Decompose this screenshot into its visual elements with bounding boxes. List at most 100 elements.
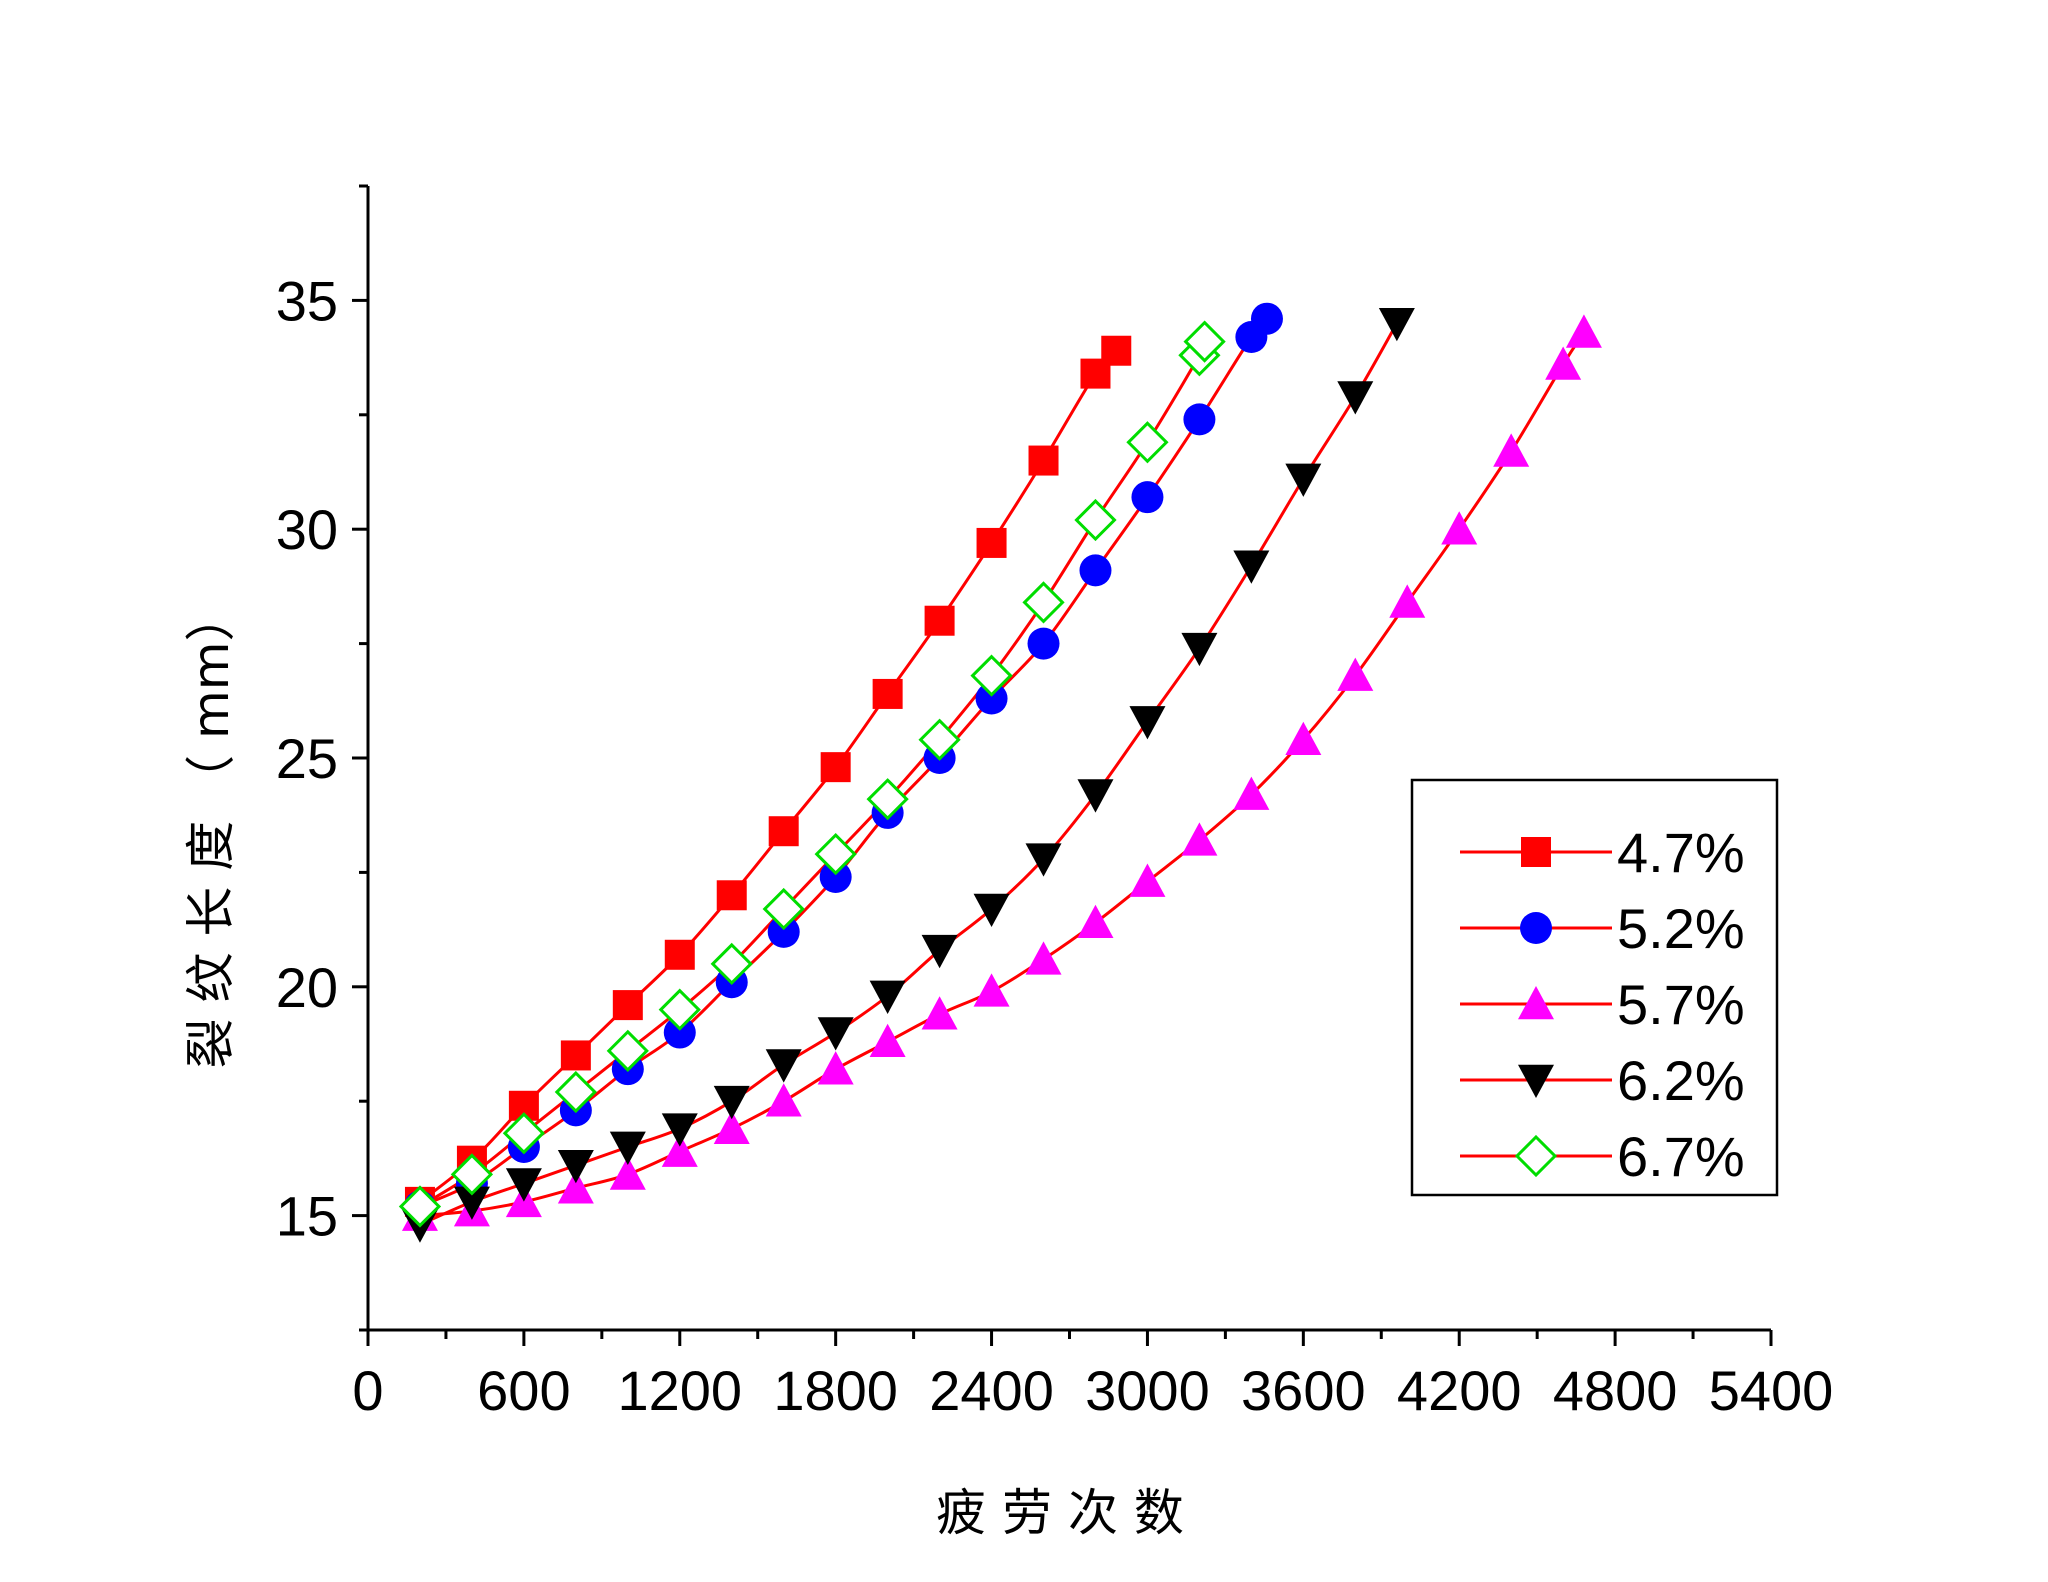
series-4-point-18 xyxy=(1285,463,1322,497)
series-1-point-5 xyxy=(612,990,643,1021)
series-3-point-20 xyxy=(1389,584,1426,618)
x-tick-label-5: 2400 xyxy=(929,1359,1054,1422)
series-3-point-19 xyxy=(1337,657,1374,691)
x-tick-label-1: 0 xyxy=(352,1359,383,1422)
series-5-point-5 xyxy=(606,1029,649,1072)
series-1-point-7 xyxy=(716,880,747,911)
series-5-point-10 xyxy=(866,778,909,821)
legend-label-3: 5.7% xyxy=(1617,973,1745,1036)
legend-marker-4 xyxy=(1518,1064,1554,1098)
y-tick-label-5: 35 xyxy=(276,269,338,332)
series-4-point-14 xyxy=(1077,779,1114,813)
legend-marker-5 xyxy=(1514,1134,1558,1178)
series-3-point-6 xyxy=(661,1133,698,1167)
series-4-point-4 xyxy=(557,1149,594,1184)
legend-label-5: 6.7% xyxy=(1617,1125,1745,1188)
series-1-point-12 xyxy=(976,527,1007,558)
x-tick-label-4: 1800 xyxy=(773,1359,898,1422)
legend-marker-2 xyxy=(1520,912,1552,944)
x-tick-label-3: 1200 xyxy=(617,1359,742,1422)
series-5-point-1 xyxy=(398,1185,442,1228)
plot-markers xyxy=(398,302,1602,1243)
series-4-point-8 xyxy=(765,1049,802,1083)
series-3-point-18 xyxy=(1285,721,1322,755)
series-2-point-12 xyxy=(975,682,1008,715)
x-axis-title: 疲 劳 次 数 xyxy=(936,1484,1184,1542)
series-line-3 xyxy=(419,331,1586,1218)
legend-label-4: 6.2% xyxy=(1617,1049,1745,1112)
legend-marker-1 xyxy=(1521,837,1551,867)
series-4-point-3 xyxy=(505,1168,542,1202)
series-5-point-8 xyxy=(762,887,805,931)
series-5-point-6 xyxy=(658,988,701,1031)
series-2-point-18 xyxy=(1250,302,1283,335)
series-3-point-8 xyxy=(765,1083,802,1117)
x-tick-label-8: 4200 xyxy=(1397,1359,1522,1422)
series-4-point-12 xyxy=(973,893,1010,928)
series-5-point-9 xyxy=(814,832,857,876)
x-tick-label-7: 3600 xyxy=(1241,1359,1366,1422)
series-5-point-12 xyxy=(970,654,1013,697)
y-tick-label-1: 15 xyxy=(276,1185,338,1248)
series-3-point-23 xyxy=(1545,346,1582,380)
legend-label-1: 4.7% xyxy=(1617,821,1745,884)
series-2-point-6 xyxy=(663,1016,696,1049)
series-4-point-13 xyxy=(1025,843,1062,877)
series-5-point-14 xyxy=(1074,498,1117,542)
series-3-point-15 xyxy=(1129,863,1166,897)
axes: 0 600 1200 1800 2400 3000 3600 4200 4800 5400 15 20… xyxy=(276,184,1834,1422)
series-5-point-3 xyxy=(502,1112,546,1155)
series-5-point-17 xyxy=(1183,320,1226,363)
series-3-point-17 xyxy=(1233,776,1270,810)
series-5-point-15 xyxy=(1126,421,1169,464)
series-4-point-11 xyxy=(921,934,958,969)
series-3-point-4 xyxy=(557,1170,594,1204)
series-4-point-17 xyxy=(1233,550,1270,584)
series-2-point-13 xyxy=(1027,627,1060,660)
series-4-point-16 xyxy=(1181,632,1218,667)
series-3-point-21 xyxy=(1441,511,1478,545)
series-3-point-7 xyxy=(713,1110,750,1144)
series-1-point-15 xyxy=(1101,335,1132,366)
series-line-5 xyxy=(419,340,1207,1208)
series-5-point-11 xyxy=(918,718,961,761)
series-1-point-8 xyxy=(768,816,799,847)
series-4-point-15 xyxy=(1129,706,1166,740)
y-axis-title: 裂 纹 长 度 （ mm） xyxy=(182,592,240,1069)
series-5-point-2 xyxy=(450,1153,494,1196)
x-tick-label-10: 5400 xyxy=(1709,1359,1834,1422)
series-1-point-11 xyxy=(924,605,955,636)
series-3-point-5 xyxy=(609,1156,646,1190)
legend-box xyxy=(1410,778,1779,1197)
series-4-point-6 xyxy=(661,1113,698,1147)
x-tick-label-2: 600 xyxy=(477,1359,570,1422)
series-1-point-9 xyxy=(820,752,851,783)
series-4-point-9 xyxy=(817,1017,854,1051)
plot-lines xyxy=(419,317,1586,1227)
series-2-point-8 xyxy=(767,915,800,948)
x-tick-label-6: 3000 xyxy=(1085,1359,1210,1422)
series-2-point-14 xyxy=(1079,554,1112,587)
series-3-point-13 xyxy=(1025,941,1062,975)
y-tick-label-2: 20 xyxy=(276,956,338,1019)
series-3-point-12 xyxy=(973,973,1010,1007)
series-4-point-2 xyxy=(453,1186,490,1220)
series-1-point-6 xyxy=(664,939,695,970)
y-tick-label-3: 25 xyxy=(276,727,338,790)
series-3-point-22 xyxy=(1493,433,1530,467)
series-3-point-10 xyxy=(869,1023,906,1058)
series-4-point-7 xyxy=(713,1085,750,1120)
series-3-point-14 xyxy=(1077,904,1114,939)
series-3-point-16 xyxy=(1181,822,1218,856)
series-5-point-7 xyxy=(710,942,753,986)
series-5-point-13 xyxy=(1022,581,1065,624)
series-3-point-11 xyxy=(921,996,958,1030)
series-1-point-10 xyxy=(872,678,903,709)
series-2-point-15 xyxy=(1131,481,1164,514)
series-5-point-4 xyxy=(554,1070,597,1114)
legend-marker-3 xyxy=(1518,986,1554,1020)
series-4-point-5 xyxy=(609,1131,646,1165)
series-4-point-10 xyxy=(869,980,906,1014)
y-tick-label-4: 30 xyxy=(276,498,338,561)
series-1-point-4 xyxy=(560,1040,591,1071)
